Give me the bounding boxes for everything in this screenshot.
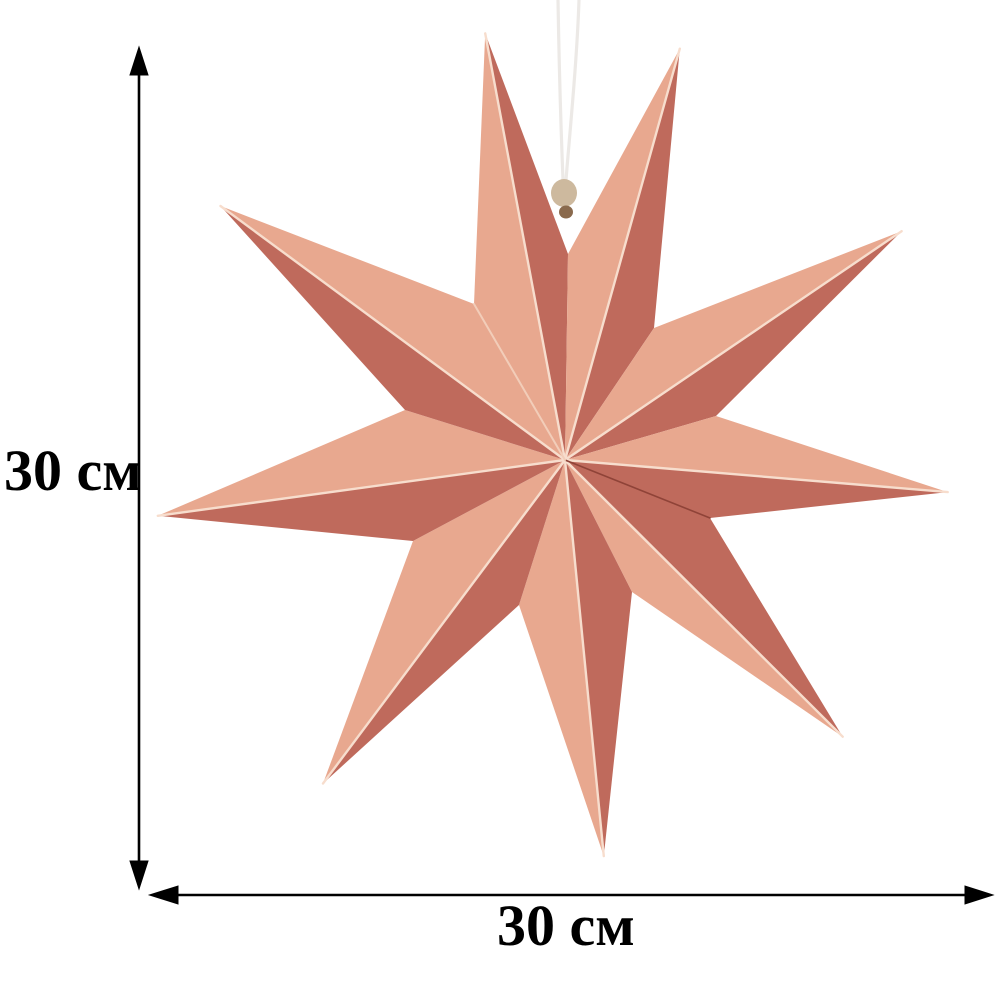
svg-text:30 см: 30 см <box>497 893 635 958</box>
svg-text:30 см: 30 см <box>4 438 142 503</box>
